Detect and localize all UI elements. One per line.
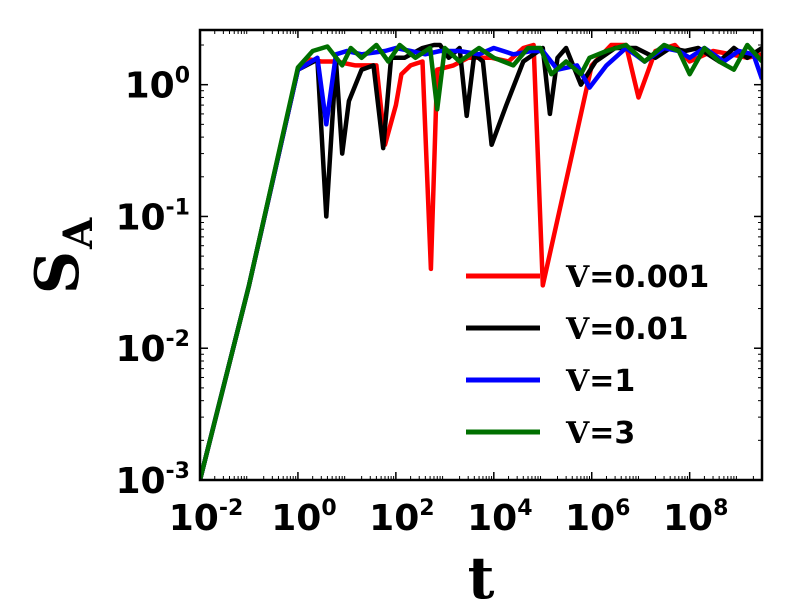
- legend-label-3: V=1: [565, 364, 635, 399]
- legend-label-2: V=0.01: [565, 312, 688, 347]
- y-axis-title-subscript: A: [55, 217, 102, 250]
- y-axis-title-main: S: [23, 251, 93, 294]
- y-tick-label: 10-2: [115, 327, 190, 370]
- y-axis-title: SA: [23, 217, 102, 294]
- x-tick-label: 106: [565, 496, 630, 539]
- y-tick-label: 10-1: [115, 195, 190, 238]
- series-line-3: [200, 45, 762, 480]
- x-axis-title: t: [468, 544, 495, 600]
- x-tick-label: 108: [663, 496, 728, 539]
- legend-label-4: V=3: [565, 416, 635, 451]
- x-tick-label: 10-2: [169, 496, 244, 539]
- x-tick-label: 102: [369, 496, 434, 539]
- y-tick-label: 100: [125, 64, 190, 107]
- ticks-layer: [199, 30, 763, 481]
- legend: V=0.001 V=0.01 V=1 V=3: [466, 260, 709, 451]
- legend-label-1: V=0.001: [565, 260, 709, 295]
- x-tick-label: 104: [467, 496, 532, 539]
- series-line-4: [200, 42, 762, 480]
- x-tick-label: 100: [271, 496, 336, 539]
- svg-text:SA: SA: [23, 217, 102, 294]
- lines-layer: [200, 42, 762, 480]
- y-tick-label: 10-3: [115, 459, 190, 502]
- plot-frame: [198, 28, 764, 482]
- series-line-2: [200, 42, 762, 480]
